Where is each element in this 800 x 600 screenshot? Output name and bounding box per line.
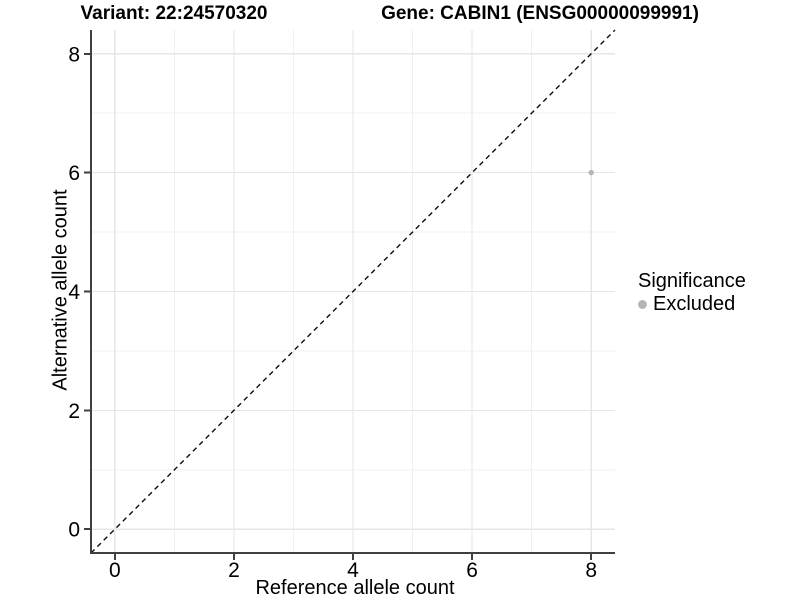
x-axis-title: Reference allele count	[255, 577, 455, 599]
x-tick-label: 2	[228, 559, 240, 582]
y-tick-label: 2	[68, 400, 80, 423]
y-axis-title: Alternative allele count	[49, 189, 72, 391]
variant-title: Variant: 22:24570320	[80, 3, 268, 24]
y-tick-label: 8	[68, 43, 80, 66]
gene-title: Gene: CABIN1 (ENSG00000099991)	[381, 3, 699, 24]
y-tick-label: 4	[68, 281, 80, 304]
y-tick-label: 0	[68, 519, 80, 542]
x-tick-label: 8	[585, 559, 597, 582]
legend-title: Significance	[638, 270, 746, 292]
identity-dashed-line	[90, 29, 616, 554]
y-tick-label: 6	[68, 162, 80, 185]
legend: Significance Excluded	[634, 270, 746, 316]
x-tick-label: 6	[466, 559, 478, 582]
x-tick-label: 4	[347, 559, 359, 582]
legend-item-label: Excluded	[653, 293, 736, 315]
x-tick-label: 0	[109, 559, 121, 582]
legend-key-dot-icon	[638, 300, 647, 309]
legend-item-excluded: Excluded	[634, 293, 746, 316]
data-point	[588, 169, 594, 176]
